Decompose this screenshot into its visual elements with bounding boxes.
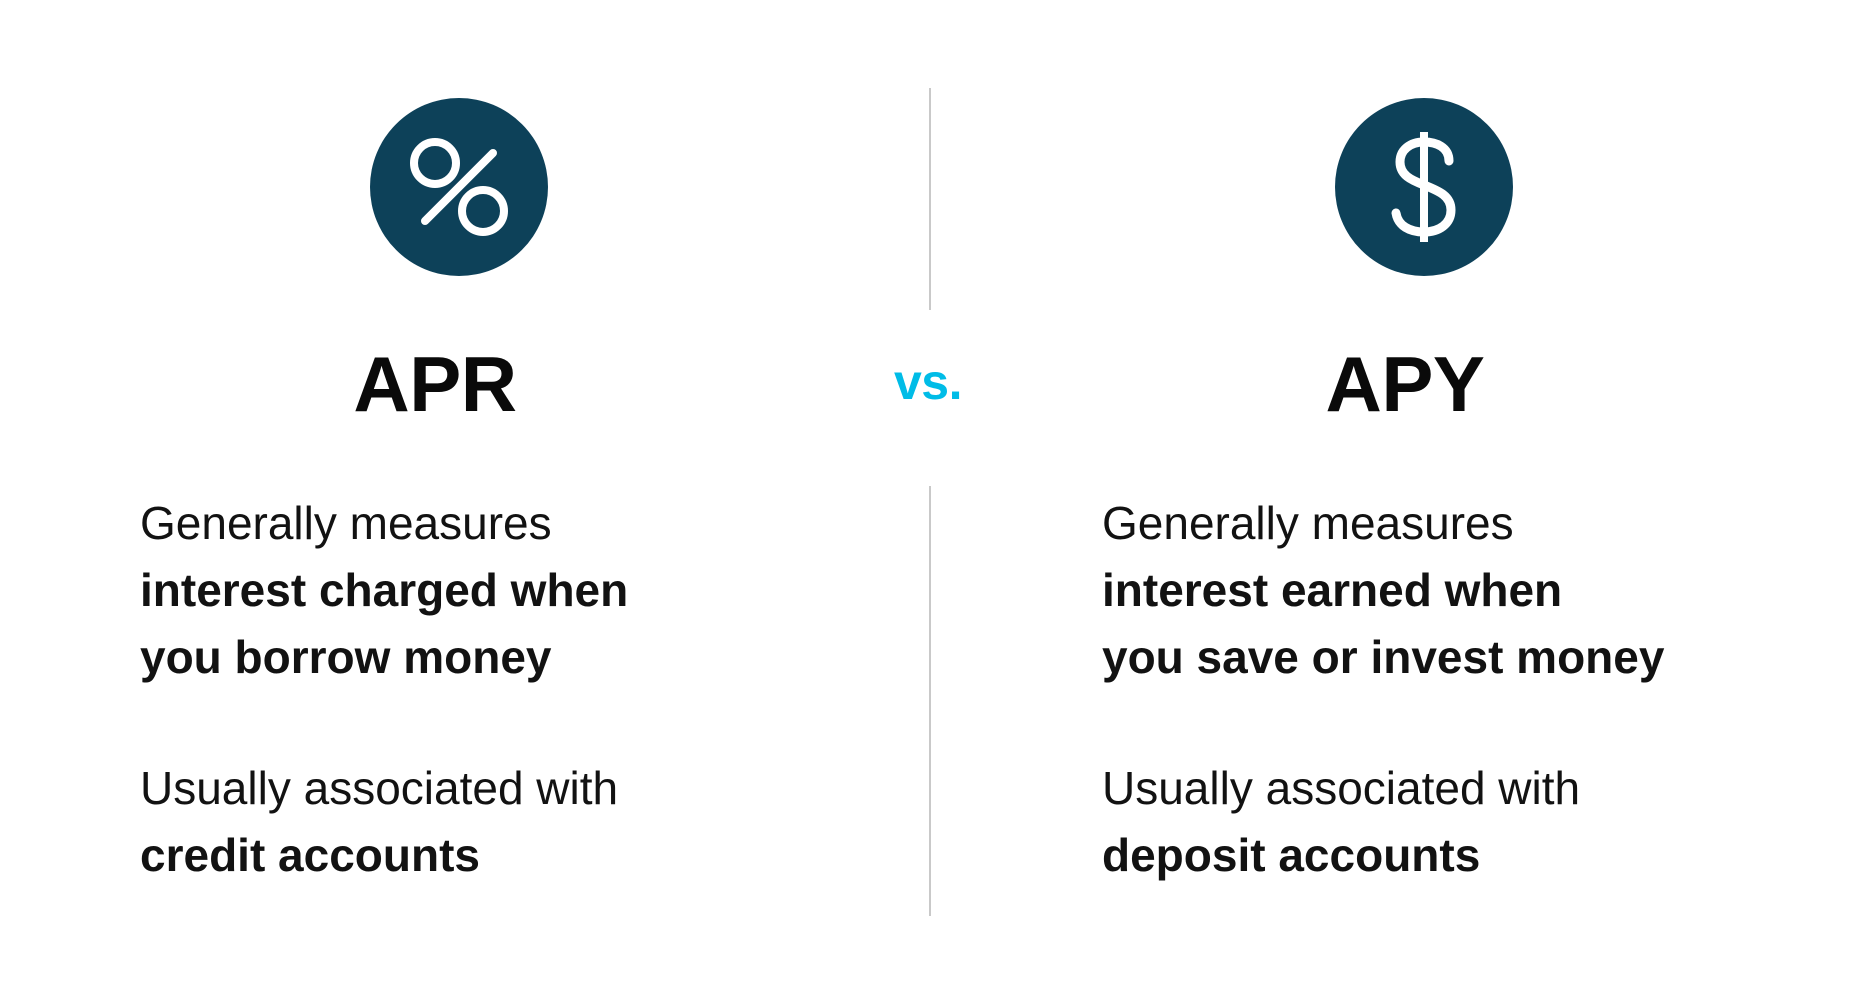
column-apy: APY Generally measures interest earned w… xyxy=(1010,0,1800,1000)
apy-statement-1-strong-2: you save or invest money xyxy=(1102,631,1665,683)
divider-bottom xyxy=(929,486,931,916)
apy-statement-2-strong-1: deposit accounts xyxy=(1102,829,1481,881)
apy-statement-2: Usually associated with deposit accounts xyxy=(1102,755,1802,889)
page-title-apr: APR xyxy=(353,340,517,428)
apr-statement-2: Usually associated with credit accounts xyxy=(140,755,840,889)
apy-statement-1-lead: Generally measures xyxy=(1102,497,1514,549)
column-apr: APR Generally measures interest charged … xyxy=(40,0,830,1000)
dollar-sign-icon xyxy=(1369,128,1479,246)
apr-statement-2-strong-1: credit accounts xyxy=(140,829,480,881)
divider-top xyxy=(929,88,931,310)
apy-statement-2-lead: Usually associated with xyxy=(1102,762,1581,814)
apr-statement-2-lead: Usually associated with xyxy=(140,762,619,814)
apr-statement-1-strong-1: interest charged when xyxy=(140,564,629,616)
vs-separator-label: vs. xyxy=(893,354,963,410)
page-title-apy: APY xyxy=(1325,340,1485,428)
apr-statement-1-strong-2: you borrow money xyxy=(140,631,552,683)
percent-icon-badge xyxy=(370,98,548,276)
percent-icon xyxy=(404,132,514,242)
apr-statement-1: Generally measures interest charged when… xyxy=(140,490,840,691)
apy-statement-1-strong-1: interest earned when xyxy=(1102,564,1563,616)
apr-statement-1-lead: Generally measures xyxy=(140,497,552,549)
dollar-sign-icon-badge xyxy=(1335,98,1513,276)
apy-statement-1: Generally measures interest earned when … xyxy=(1102,490,1802,691)
